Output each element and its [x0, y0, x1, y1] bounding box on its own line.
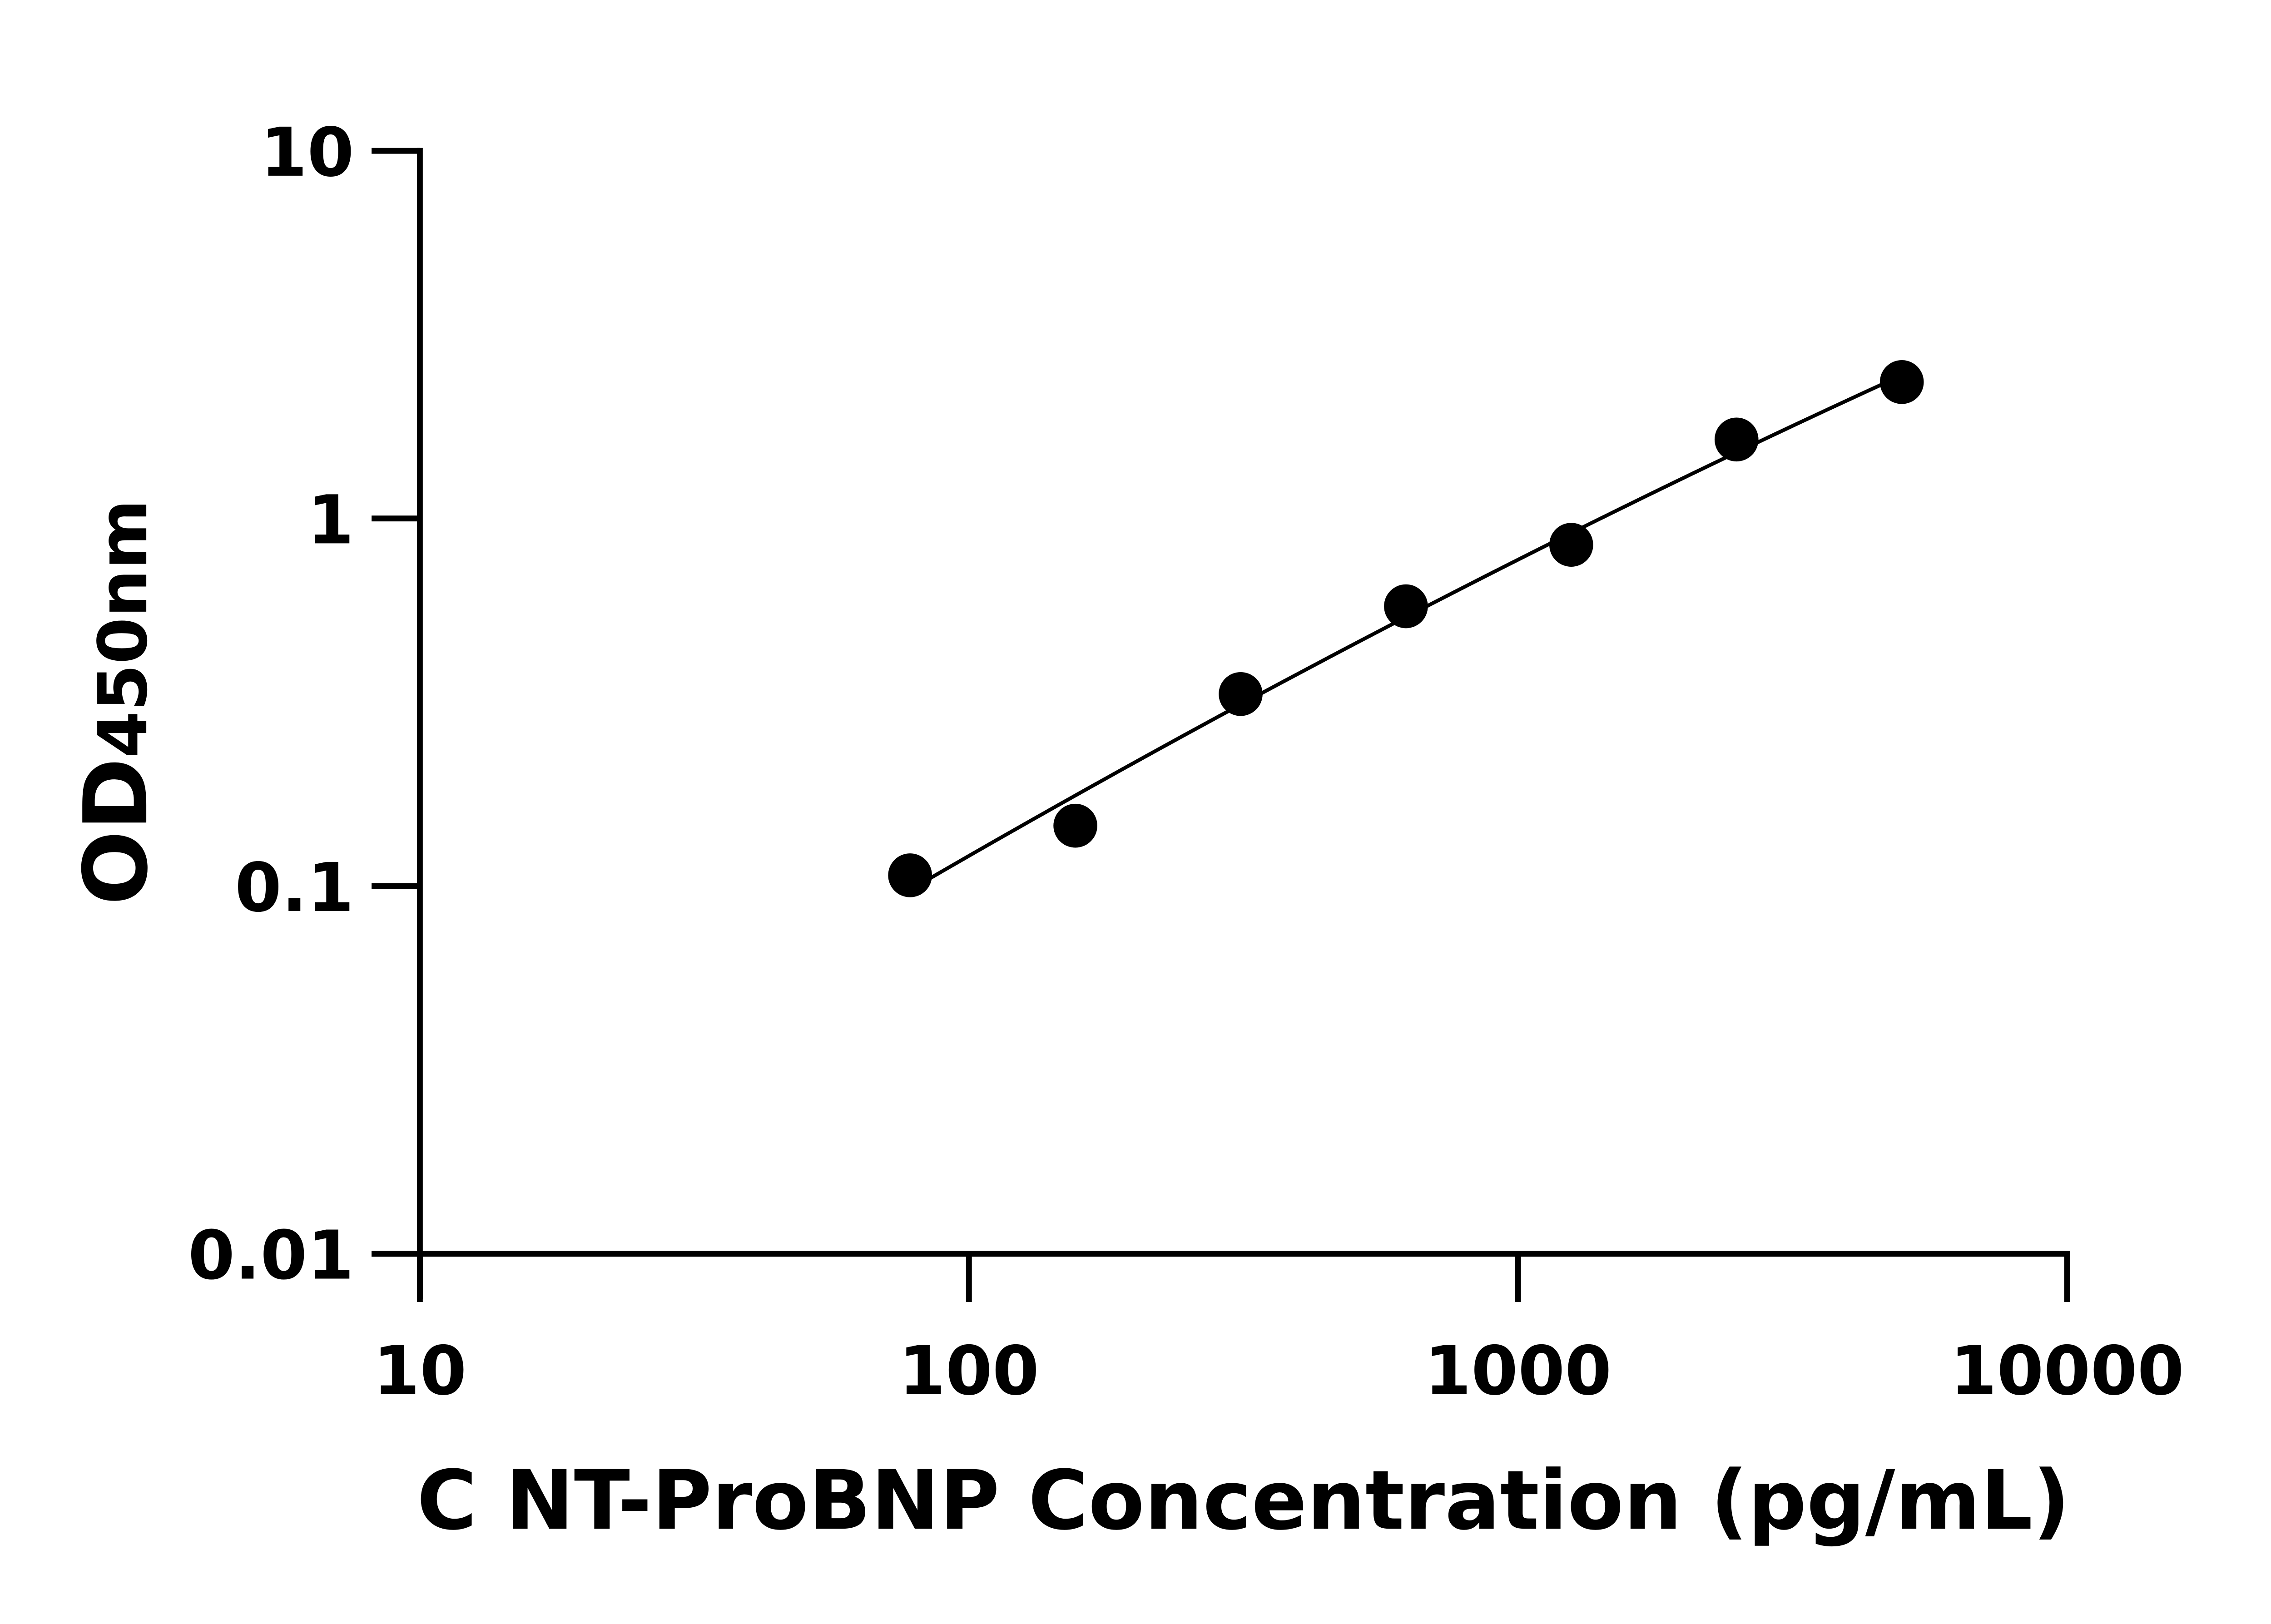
y-tick-label: 0.01 — [188, 1216, 354, 1294]
axes — [372, 148, 2070, 1299]
x-axis-title: C NT-ProBNP Concentration (pg/mL) — [417, 1453, 2070, 1548]
x-ticks: 10 100 1000 10000 — [373, 1253, 2184, 1410]
y-tick-label: 0.1 — [235, 848, 354, 927]
y-axis-title: OD450nm — [65, 500, 167, 906]
data-point — [1053, 803, 1097, 848]
y-axis-title-main: OD — [65, 758, 167, 906]
data-point — [1714, 417, 1759, 462]
data-point — [1219, 672, 1263, 716]
y-ticks: 0.01 0.1 1 10 — [188, 113, 420, 1294]
x-tick-label: 10000 — [1950, 1332, 2184, 1410]
data-point — [1879, 360, 1924, 404]
x-tick-label: 1000 — [1424, 1332, 1612, 1410]
x-tick-label: 100 — [899, 1332, 1039, 1410]
y-tick-label: 1 — [307, 480, 354, 559]
svg-text:OD450nm: OD450nm — [65, 500, 167, 906]
x-tick-label: 10 — [373, 1332, 466, 1410]
data-point — [1384, 584, 1428, 629]
data-point — [1549, 523, 1593, 567]
y-tick-label: 10 — [260, 113, 354, 192]
y-axis-title-sub: 450nm — [84, 500, 162, 758]
data-points — [888, 360, 1924, 897]
data-point — [888, 853, 932, 897]
